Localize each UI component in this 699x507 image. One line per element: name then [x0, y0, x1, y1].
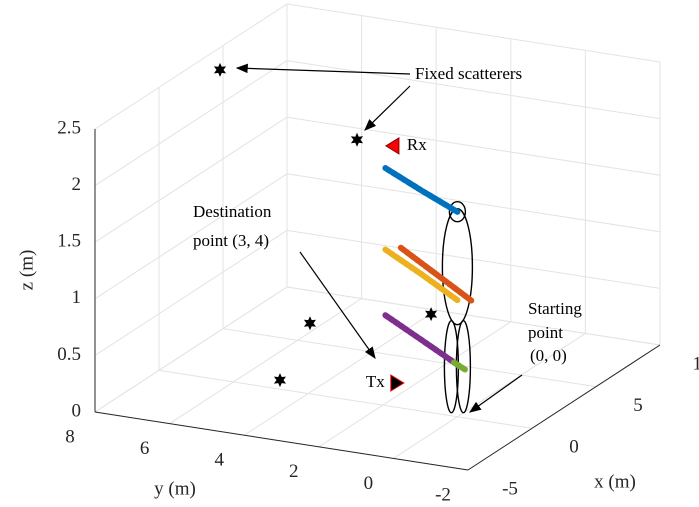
axis-line	[95, 412, 468, 470]
y-tick-label: 4	[214, 450, 224, 471]
y-tick-label: 0	[364, 473, 374, 494]
annotation: (0, 0)	[530, 346, 567, 365]
trajectory	[385, 250, 457, 301]
y-tick-label: 2	[289, 461, 299, 482]
annotation: Destination	[193, 202, 272, 221]
scatterer	[304, 316, 316, 330]
z-tick-label: 0	[72, 400, 82, 421]
grid-line	[287, 230, 660, 288]
grid-line	[287, 174, 660, 232]
trajectory	[385, 315, 457, 364]
z-tick-label: 2.5	[57, 117, 81, 138]
grid-line	[95, 287, 287, 412]
arrow	[237, 68, 410, 74]
grid-line	[319, 322, 511, 447]
x-tick-label: 10	[693, 353, 699, 374]
x-axis-label: x (m)	[594, 471, 636, 492]
grid-line	[287, 117, 660, 175]
annotation: point	[528, 323, 563, 342]
arrow	[470, 375, 522, 412]
z-tick-label: 1	[72, 287, 82, 308]
rx-marker	[386, 138, 399, 154]
x-tick-label: 5	[633, 395, 643, 416]
trajectory	[399, 247, 471, 301]
person-outline	[442, 209, 472, 325]
grid	[95, 4, 660, 470]
z-tick-label: 1.5	[57, 231, 81, 252]
y-tick-label: -2	[435, 484, 451, 505]
annotation: point (3, 4)	[193, 231, 269, 250]
scatterer	[274, 373, 286, 387]
annotation: Starting	[528, 299, 582, 318]
grid-line	[287, 4, 660, 62]
grid-line	[95, 61, 287, 186]
x-tick-label: 0	[569, 437, 579, 458]
grid-line	[95, 4, 287, 129]
chart: Fixed scatterers Destination point (3, 4…	[0, 0, 699, 507]
scatterer	[214, 63, 226, 77]
tx-marker	[391, 375, 404, 391]
annotation: Fixed scatterers	[415, 64, 522, 83]
rx-label: Rx	[407, 135, 427, 154]
y-tick-label: 8	[65, 426, 75, 447]
trajectory	[385, 168, 457, 212]
z-axis-label: z (m)	[16, 250, 37, 291]
grid-line	[159, 370, 532, 428]
grid-line	[95, 117, 287, 242]
z-tick-label: 0.5	[57, 344, 81, 365]
y-axis-label: y (m)	[154, 478, 196, 499]
z-tick-label: 2	[72, 174, 82, 195]
arrow	[365, 86, 410, 130]
tx-label: Tx	[366, 372, 385, 391]
x-tick-label: -5	[502, 478, 518, 499]
grid-line	[170, 299, 362, 424]
grid-line	[287, 287, 660, 345]
y-tick-label: 6	[140, 438, 150, 459]
trajectory	[454, 362, 465, 369]
